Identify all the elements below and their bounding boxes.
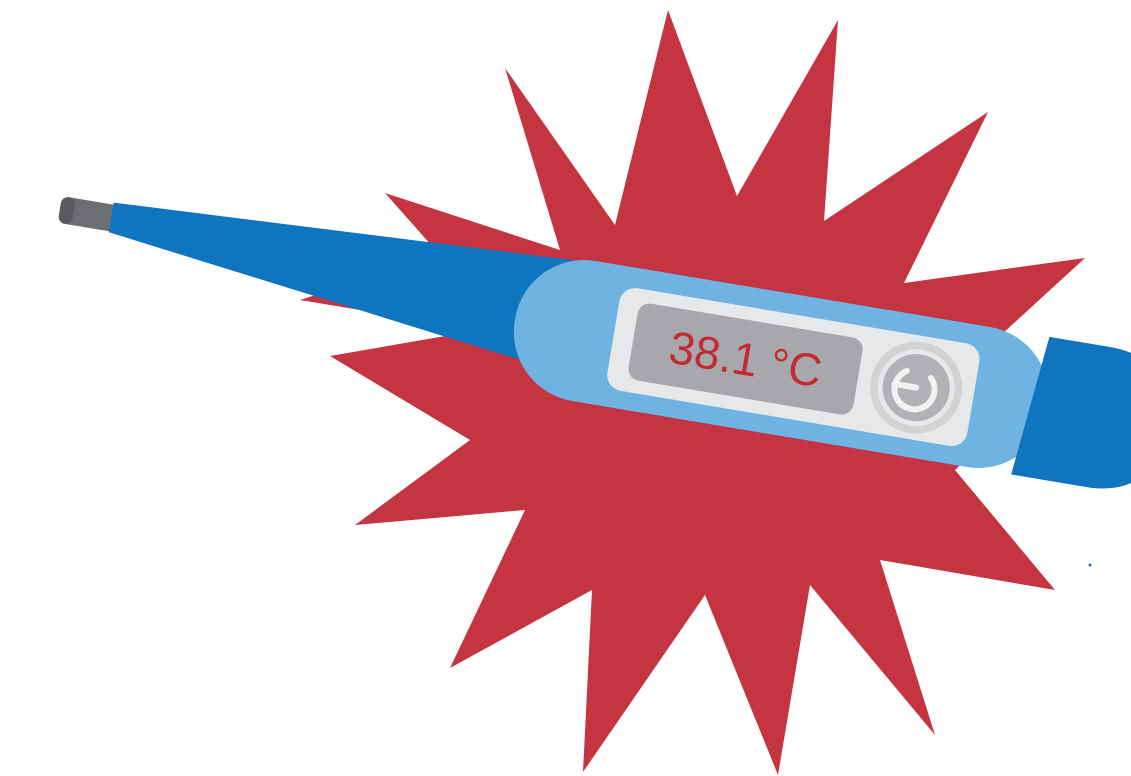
power-button[interactable] [863,335,969,441]
probe-stem [108,202,596,378]
end-cap [1011,336,1131,489]
thermometer: 38.1 °C [58,197,1131,489]
power-icon [891,367,938,413]
probe-tip [58,197,121,232]
lcd-screen [628,303,863,415]
stray-dot [1088,563,1092,567]
